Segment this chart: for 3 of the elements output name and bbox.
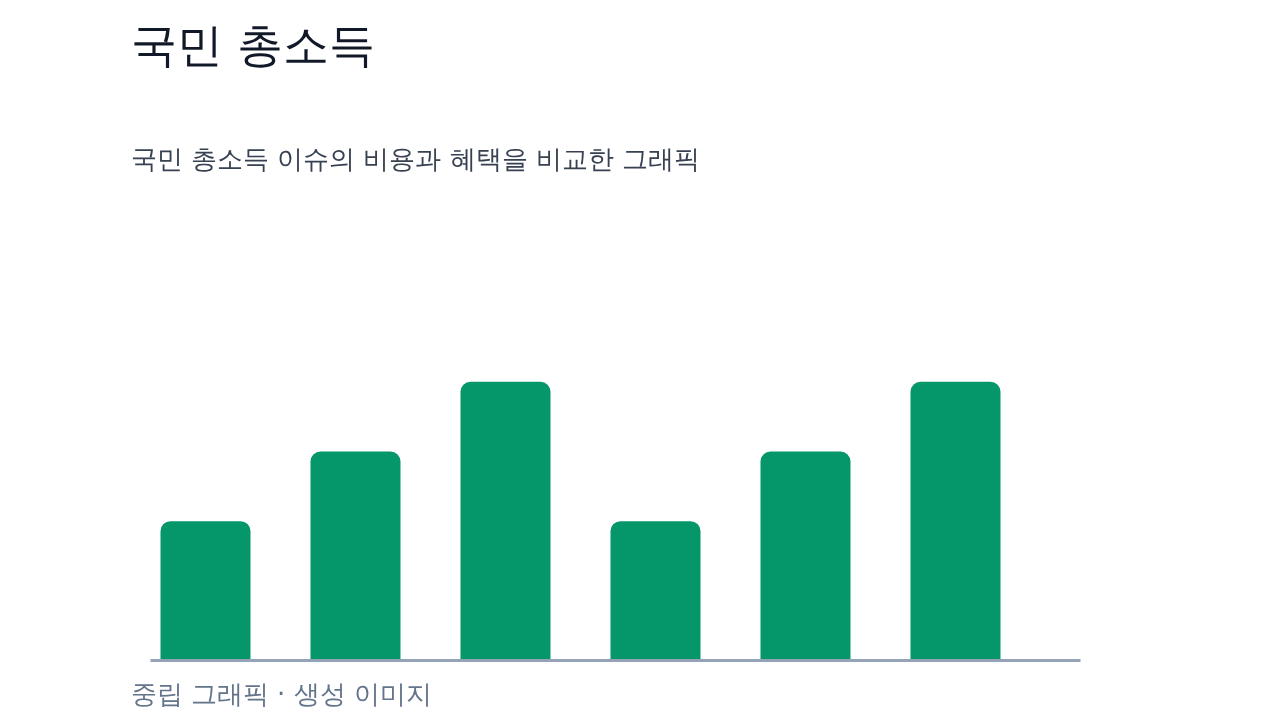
chart-subtitle: 국민 총소득 이슈의 비용과 혜택을 비교한 그래픽 — [130, 143, 701, 174]
chart-title: 국민 총소득 — [130, 17, 376, 72]
text: 중립 그래픽 · 생성 이미지 — [130, 678, 432, 709]
